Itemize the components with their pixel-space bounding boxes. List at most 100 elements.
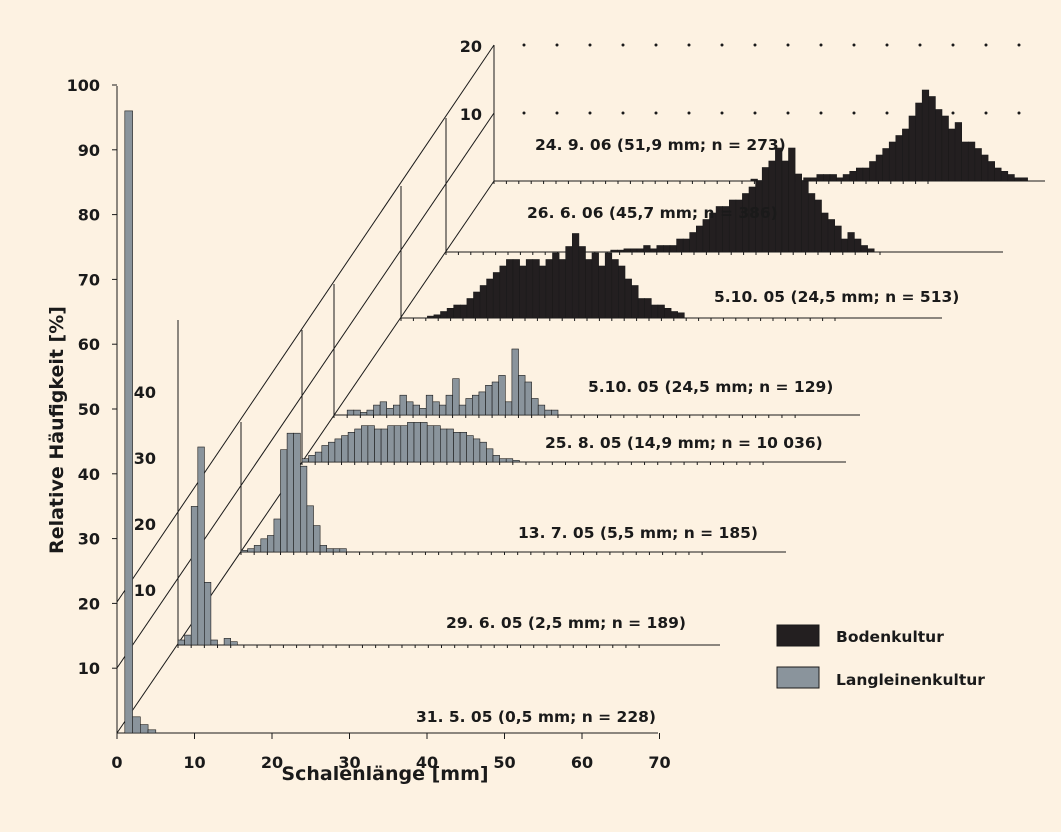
back-grid-dot bbox=[522, 43, 526, 47]
y-tick-label: 70 bbox=[78, 270, 100, 289]
bar bbox=[432, 401, 440, 416]
bar bbox=[319, 545, 328, 553]
x-tick-label: 30 bbox=[338, 753, 360, 772]
bar bbox=[380, 428, 389, 463]
bar bbox=[459, 304, 468, 319]
bar bbox=[260, 538, 268, 553]
bar bbox=[399, 394, 407, 416]
bar bbox=[280, 449, 288, 553]
bar bbox=[124, 110, 133, 734]
y-tick-label: 50 bbox=[78, 400, 100, 419]
back-grid-dot bbox=[621, 43, 625, 47]
bar bbox=[538, 265, 547, 319]
bar bbox=[585, 259, 593, 319]
bar bbox=[140, 724, 149, 734]
bar bbox=[915, 102, 923, 182]
bar bbox=[860, 245, 868, 253]
bar bbox=[908, 115, 916, 182]
bar bbox=[247, 548, 255, 553]
bar bbox=[433, 314, 441, 319]
bar bbox=[240, 550, 248, 553]
bar bbox=[387, 425, 395, 463]
bar bbox=[525, 259, 534, 319]
bar bbox=[781, 160, 789, 253]
row-label-2: 29. 6. 05 (2,5 mm; n = 189) bbox=[446, 614, 686, 632]
bar bbox=[341, 435, 349, 463]
bar bbox=[967, 141, 976, 182]
bar bbox=[807, 193, 816, 253]
y-tick-label: 60 bbox=[78, 335, 100, 354]
bar bbox=[994, 167, 1002, 182]
bar bbox=[332, 548, 341, 553]
legend-swatch-langleinenkultur bbox=[776, 666, 820, 689]
bar bbox=[537, 404, 546, 416]
back-grid-dot bbox=[786, 111, 790, 115]
bar bbox=[458, 404, 467, 416]
y-tick-label: 10 bbox=[78, 659, 100, 678]
bar bbox=[961, 141, 969, 182]
bar bbox=[558, 259, 566, 319]
back-grid-dot bbox=[720, 111, 724, 115]
bar bbox=[682, 238, 690, 253]
bar bbox=[882, 148, 890, 182]
bar bbox=[571, 233, 580, 319]
bar bbox=[519, 265, 527, 319]
bar bbox=[578, 246, 586, 319]
bar bbox=[492, 272, 501, 319]
back-grid-dot bbox=[852, 43, 856, 47]
bar bbox=[499, 458, 507, 463]
bar bbox=[656, 245, 664, 253]
back-grid-dot bbox=[918, 43, 922, 47]
bar bbox=[775, 147, 783, 253]
bar bbox=[1014, 177, 1022, 182]
back-grid-dot bbox=[819, 111, 823, 115]
y-tick-label: 100 bbox=[67, 76, 100, 95]
histogram-bars bbox=[124, 89, 1028, 734]
bar bbox=[413, 422, 421, 463]
bar bbox=[230, 641, 238, 646]
back-grid-dot bbox=[588, 43, 592, 47]
bar bbox=[210, 639, 218, 646]
back-grid-dot bbox=[555, 111, 559, 115]
row-label-5: 5.10. 05 (24,5 mm; n = 129) bbox=[588, 378, 833, 396]
bar bbox=[479, 285, 488, 319]
bar bbox=[425, 394, 434, 416]
bar bbox=[657, 304, 665, 319]
legend-swatch-bodenkultur bbox=[776, 624, 820, 647]
bar bbox=[948, 128, 956, 182]
bar bbox=[354, 428, 362, 463]
back-grid-dot bbox=[654, 111, 658, 115]
bar bbox=[446, 428, 454, 463]
back-grid-dot bbox=[984, 111, 988, 115]
bar bbox=[453, 304, 461, 319]
bar bbox=[446, 307, 455, 319]
x-tick-label: 20 bbox=[261, 753, 283, 772]
bar bbox=[499, 265, 507, 319]
bar bbox=[689, 232, 697, 253]
bar bbox=[854, 238, 862, 253]
bar bbox=[306, 505, 314, 553]
bar bbox=[591, 252, 599, 319]
bar bbox=[374, 428, 382, 463]
bar bbox=[532, 259, 540, 319]
back-grid-dot bbox=[588, 111, 592, 115]
bar bbox=[452, 378, 460, 416]
bar bbox=[954, 122, 962, 182]
bar bbox=[552, 252, 560, 319]
bar bbox=[379, 401, 388, 416]
bar bbox=[347, 431, 356, 463]
bar bbox=[445, 394, 453, 416]
bar bbox=[545, 259, 553, 319]
bar bbox=[842, 174, 850, 182]
bar bbox=[670, 311, 678, 319]
bar bbox=[498, 375, 506, 416]
depth-line-3 bbox=[116, 44, 495, 603]
bar bbox=[862, 167, 870, 182]
bar bbox=[334, 438, 342, 463]
bar bbox=[433, 425, 441, 463]
bar bbox=[650, 304, 659, 319]
y-tick-label: 40 bbox=[78, 465, 100, 484]
bar bbox=[928, 96, 936, 182]
bar bbox=[981, 154, 989, 182]
bar bbox=[750, 178, 758, 182]
